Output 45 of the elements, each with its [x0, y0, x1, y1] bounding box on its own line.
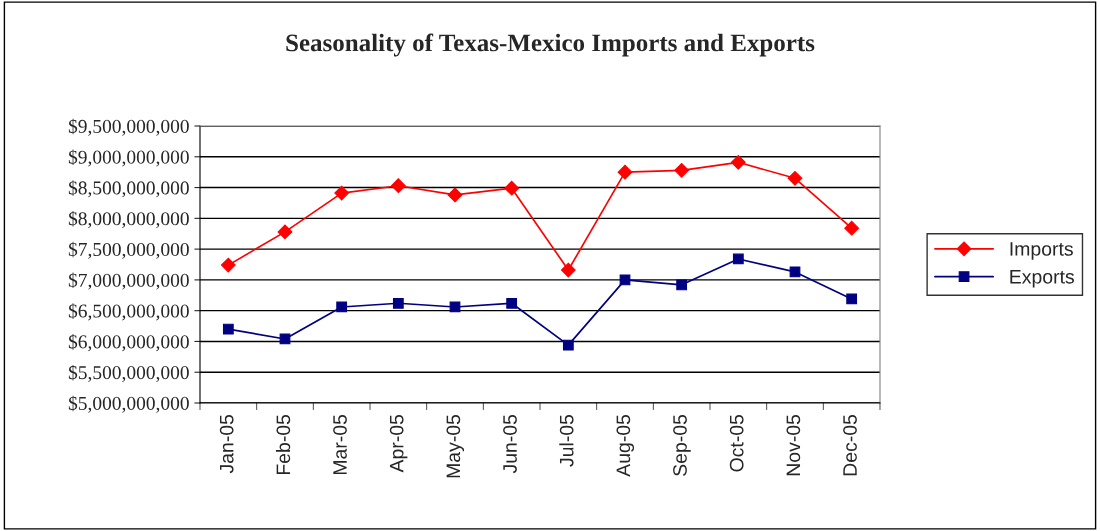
x-tick-label: Sep-05 [673, 414, 691, 476]
x-tick-label: Jul-05 [559, 414, 574, 467]
x-tick-label: Nov-05 [786, 414, 801, 476]
x-tick-label: May-05 [446, 414, 465, 478]
point [334, 185, 350, 201]
x-tick-label: Mar-05 [333, 414, 347, 475]
y-tick-label: $8,500,000,000 [68, 180, 189, 198]
y-tick-label: $9,000,000,000 [68, 149, 189, 167]
point [676, 279, 688, 291]
point [732, 253, 744, 265]
point [844, 220, 860, 236]
point [336, 301, 348, 313]
point [220, 257, 236, 273]
point [277, 224, 293, 240]
point [562, 339, 574, 351]
x-tick-label: Feb-05 [275, 414, 291, 475]
point [447, 187, 463, 203]
y-tick-label: $5,000,000,000 [68, 395, 189, 413]
point [222, 323, 234, 335]
chart-title: Seasonality of Texas-Mexico Imports and Exports [286, 33, 815, 57]
y-tick-label: $7,000,000,000 [68, 272, 189, 290]
point [787, 170, 803, 186]
point [617, 164, 633, 180]
point [674, 162, 690, 178]
y-tick-label: $6,500,000,000 [68, 303, 189, 321]
legend-label: Exports [1010, 270, 1075, 288]
x-tick-label: Aug-05 [616, 414, 635, 477]
point [506, 297, 518, 309]
x-tick-label: Jun-05 [503, 414, 517, 474]
legend-label: Imports [1010, 242, 1073, 260]
point [560, 262, 576, 278]
y-tick-label: $5,500,000,000 [68, 364, 189, 382]
point [730, 154, 746, 170]
y-tick-label: $9,500,000,000 [68, 118, 189, 136]
x-tick-label: Dec-05 [843, 414, 857, 476]
y-tick-label: $7,500,000,000 [68, 241, 189, 259]
point [390, 178, 406, 194]
x-tick-label: Apr-05 [389, 414, 408, 473]
point [846, 293, 858, 305]
x-tick-label: Jan-05 [219, 414, 234, 474]
y-tick-label: $8,000,000,000 [68, 211, 189, 229]
x-tick-label: Oct-05 [729, 414, 744, 472]
point [504, 180, 520, 196]
point [392, 297, 404, 309]
y-tick-label: $6,000,000,000 [68, 334, 189, 352]
